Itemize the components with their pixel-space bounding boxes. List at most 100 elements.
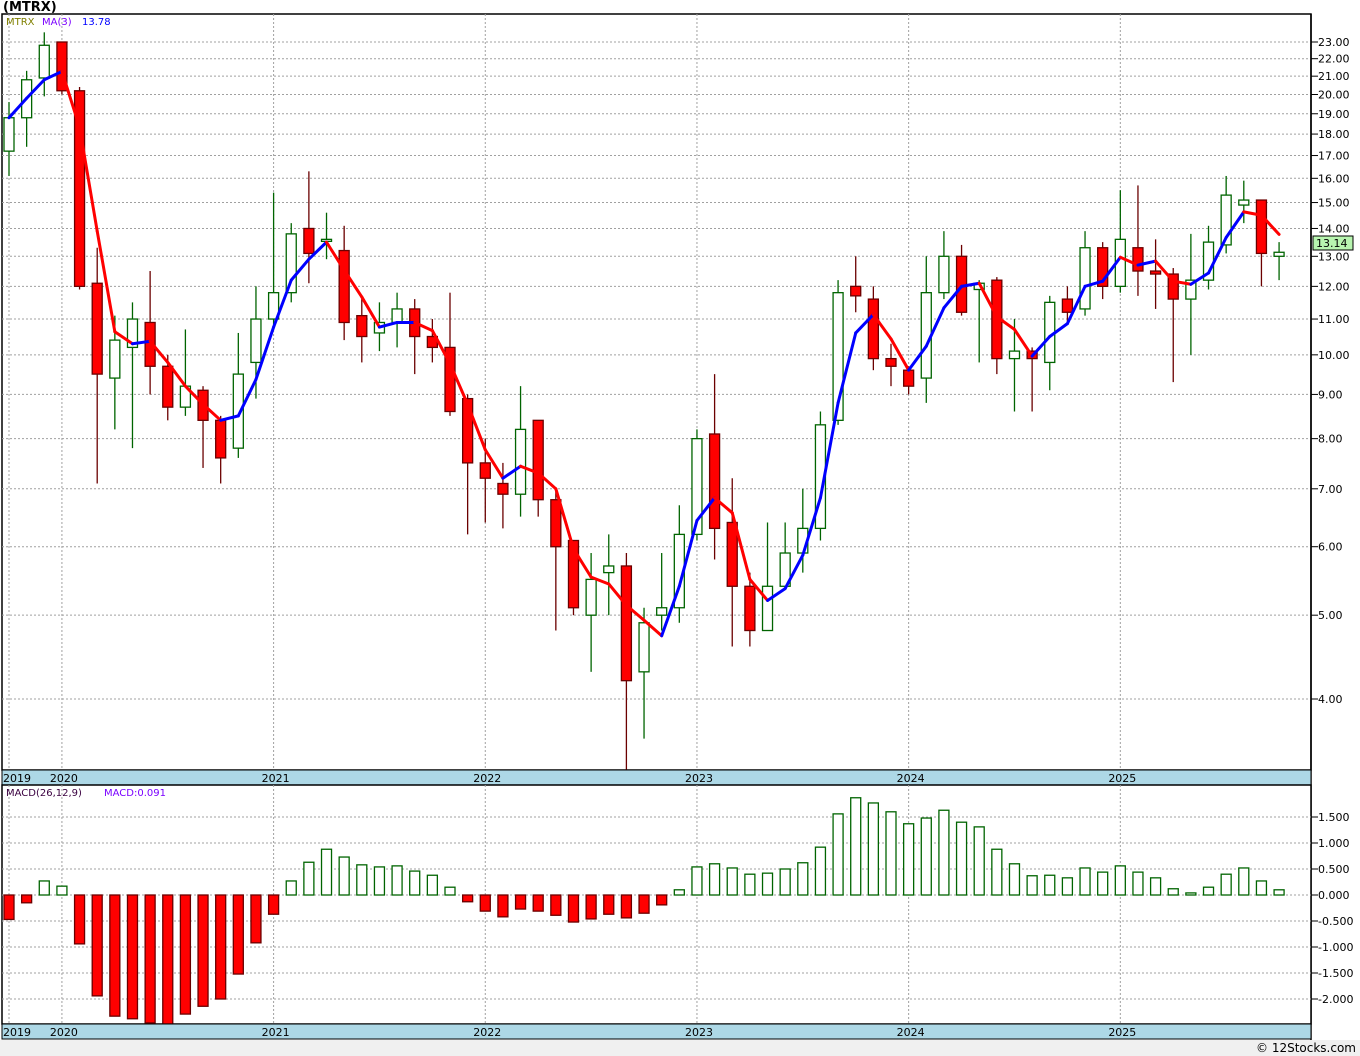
macd-bar-positive	[426, 874, 439, 896]
macd-x-axis: 2019 2020 2021 2022 2023 2024 2025	[1, 1023, 1312, 1040]
y-tick-label: 9.00	[1318, 388, 1343, 401]
candle-body-down	[867, 298, 880, 360]
macd-panel: 1.500 1.000 0.500 0.000 -0.500 -1.000 -1.500 -2…	[1, 784, 1353, 1025]
macd-bar-negative	[232, 894, 244, 975]
ma-segment	[430, 329, 452, 366]
macd-bar-negative	[3, 894, 15, 921]
macd-bar-negative	[179, 894, 192, 1015]
candle-body-down	[56, 41, 68, 92]
price-panel-frame	[1, 13, 1312, 771]
macd-bar-negative	[144, 894, 156, 1024]
macd-bar-positive	[1202, 886, 1215, 896]
ma-segment	[501, 464, 523, 480]
ma-segment	[1101, 255, 1122, 283]
ma-segment	[942, 284, 964, 310]
y-tick-label: 7.00	[1318, 483, 1343, 496]
candle-body-down	[144, 321, 156, 367]
year-label: 2021	[262, 1026, 290, 1039]
ma-segment	[695, 496, 717, 523]
macd-bar-positive	[1167, 888, 1179, 896]
candle-body-down	[1061, 298, 1074, 313]
ma-segment	[1242, 210, 1263, 217]
macd-bar-negative	[461, 894, 474, 903]
candle-body-up	[267, 292, 280, 320]
ma-segment	[1189, 271, 1211, 286]
last-price-box	[1312, 235, 1354, 251]
candle-body-up	[391, 308, 403, 324]
candle-body-down	[338, 249, 350, 324]
ma-segment	[713, 496, 734, 515]
footer-bar	[0, 1040, 1360, 1056]
year-label: 2025	[1108, 1026, 1136, 1039]
price-panel: 23.00 22.00 21.00 20.00 19.00 18.00 17.00 16.00…	[1, 13, 1354, 1040]
ma-segment	[801, 496, 822, 557]
candle-body-down	[479, 462, 491, 479]
macd-bar-negative	[514, 894, 527, 910]
y-tick-label: 0.000	[1318, 889, 1350, 902]
ma-segment	[960, 281, 981, 288]
ma-segment	[325, 240, 346, 272]
candle-body-up	[38, 44, 50, 79]
ma-segment	[448, 362, 470, 406]
macd-bar-positive	[832, 813, 844, 896]
ma-segment	[730, 511, 752, 581]
candle-body-down	[1149, 270, 1162, 275]
macd-bar-negative	[126, 894, 139, 1020]
ma-segment	[1030, 335, 1052, 358]
macd-bar-negative	[91, 894, 103, 997]
y-tick-label: 11.00	[1318, 313, 1350, 326]
macd-bar-negative	[215, 894, 227, 1000]
ma-segment	[554, 487, 575, 551]
candle-body-up	[250, 318, 262, 364]
price-x-axis: 2019 2020 2021 2022 2023 2024 2025	[1, 769, 1312, 786]
ma-segment	[624, 603, 646, 622]
candle-body-up	[514, 428, 527, 495]
candle-body-down	[162, 365, 174, 408]
macd-bar-negative	[479, 894, 491, 912]
y-tick-label: 14.00	[1318, 222, 1350, 235]
macd-bar-positive	[444, 886, 456, 896]
ma-segment	[660, 584, 681, 638]
candle-body-down	[708, 433, 721, 530]
ma-segment	[413, 320, 434, 333]
ma-segment	[1136, 259, 1158, 267]
ma-segment	[42, 69, 64, 82]
ma-segment	[148, 339, 170, 364]
candle-body-down	[726, 521, 738, 587]
ma-segment	[166, 360, 187, 388]
candle-body-down	[356, 314, 368, 338]
ma-segment	[836, 331, 858, 405]
date-axis-band	[1, 1023, 1312, 1040]
y-tick-label: -1.000	[1318, 941, 1353, 954]
macd-bar-negative	[109, 894, 121, 1017]
ma-segment	[1048, 322, 1069, 339]
year-label: 2020	[50, 1026, 78, 1039]
macd-bar-positive	[1061, 877, 1074, 896]
macd-bar-positive	[38, 880, 50, 896]
macd-bar-positive	[1097, 871, 1109, 896]
macd-bar-negative	[585, 894, 597, 920]
candle-body-down	[1097, 247, 1109, 288]
year-label: 2024	[897, 1026, 925, 1039]
ma-segment	[377, 320, 399, 329]
ma-segment	[254, 325, 276, 381]
macd-bar-negative	[656, 894, 668, 906]
moving-average-line	[7, 69, 1281, 638]
macd-bar-negative	[73, 894, 86, 945]
macd-bar-positive	[409, 870, 421, 896]
candle-body-up	[232, 373, 244, 449]
macd-bar-positive	[1185, 892, 1197, 896]
ma-segment	[607, 582, 628, 607]
macd-bar-positive	[708, 863, 721, 896]
y-tick-label: -2.000	[1318, 993, 1353, 1006]
candle-body-down	[461, 397, 474, 464]
candle-body-down	[902, 369, 915, 387]
candle-body-up	[656, 607, 668, 616]
ma-segment	[1154, 259, 1175, 283]
candle-body-down	[567, 539, 580, 609]
ma-segment	[571, 547, 593, 579]
y-tick-label: 1.500	[1318, 811, 1350, 824]
legend-ma-value: 13.78	[82, 17, 111, 28]
y-tick-label: -1.500	[1318, 967, 1353, 980]
y-tick-label: 21.00	[1318, 70, 1350, 83]
